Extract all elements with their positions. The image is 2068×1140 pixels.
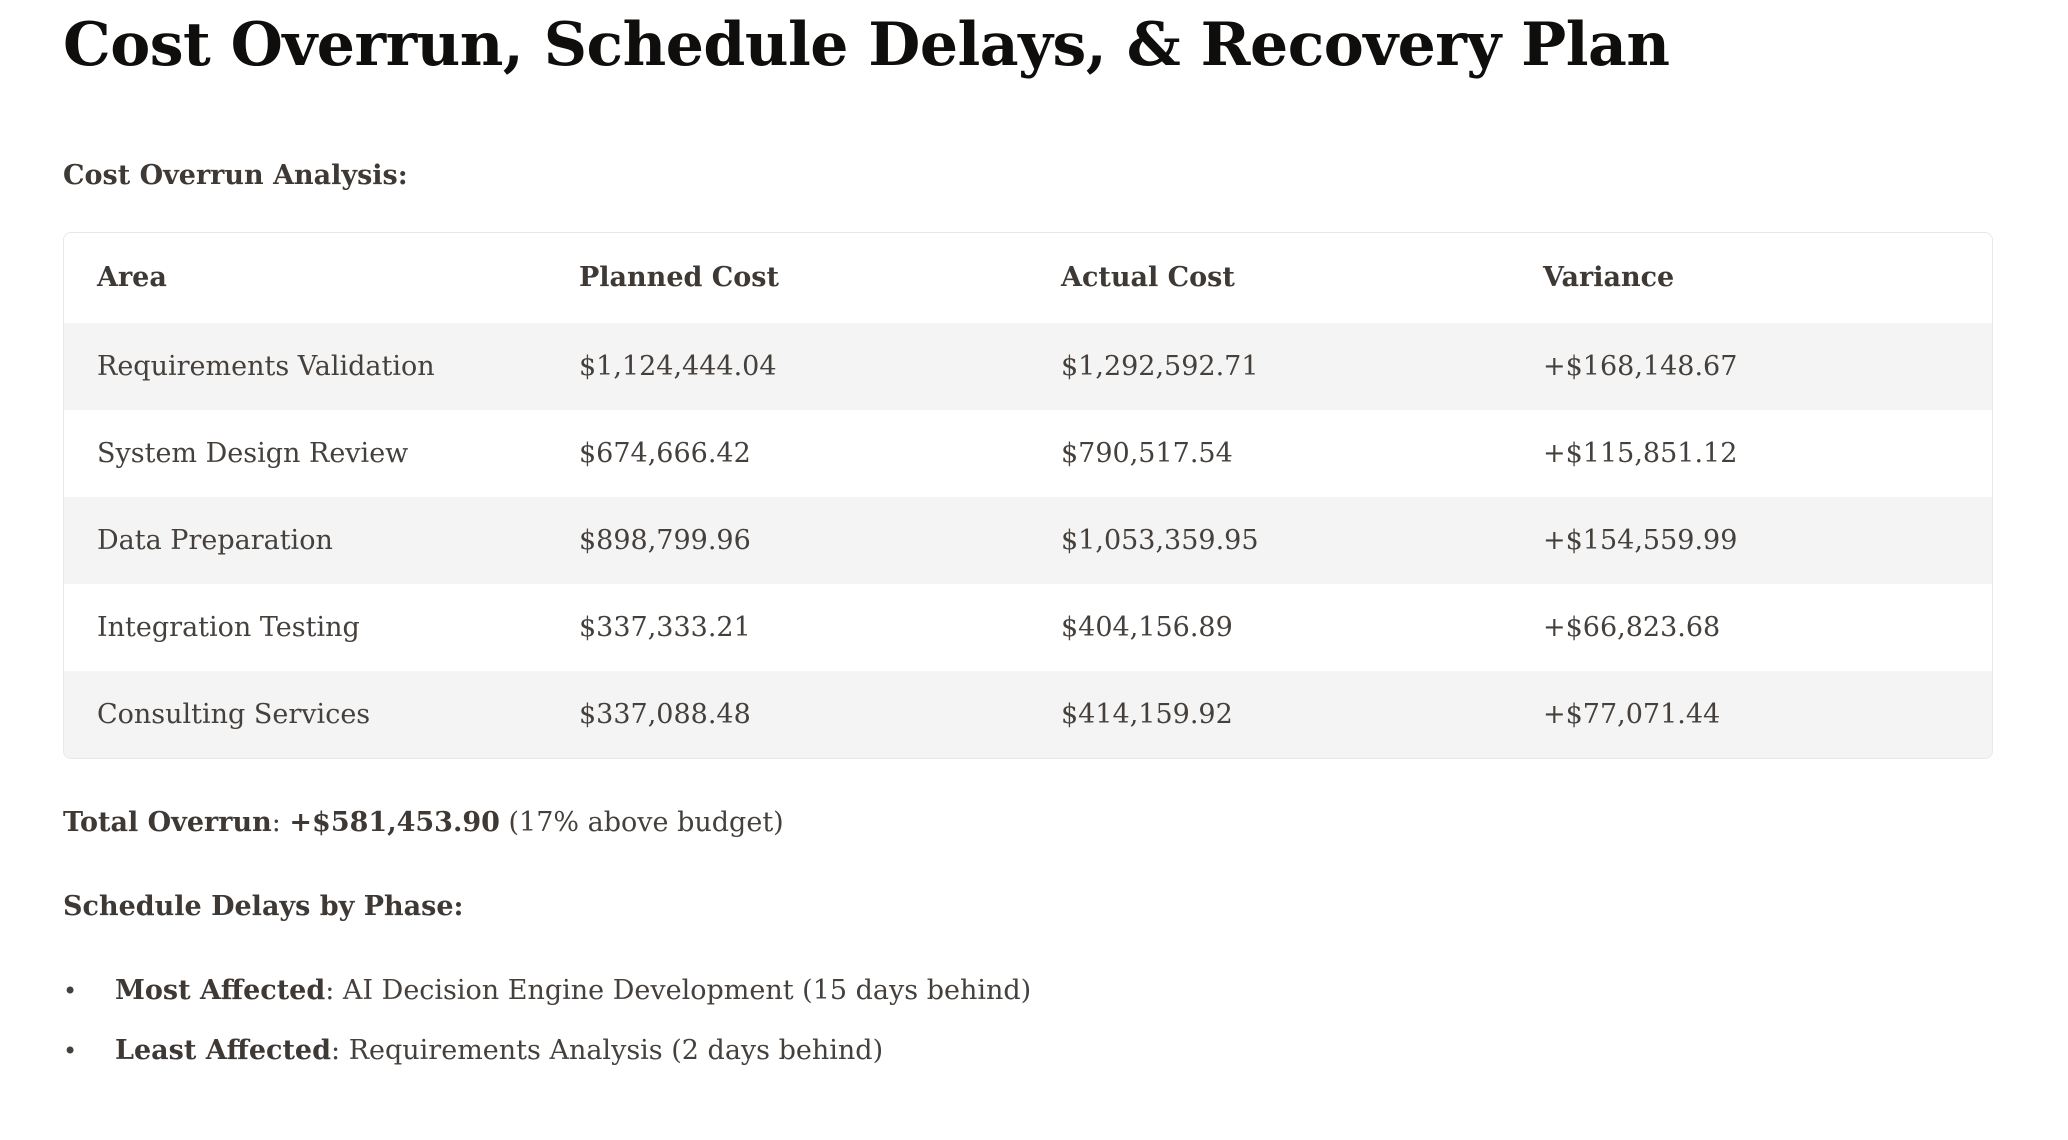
column-header-actual: Actual Cost: [1061, 262, 1235, 293]
cell-area: Requirements Validation: [97, 350, 435, 382]
total-overrun-amount: +$581,453.90: [289, 807, 500, 838]
cell-variance: +$66,823.68: [1543, 611, 1721, 643]
bullet-detail: AI Decision Engine Development (15 days …: [342, 975, 1032, 1006]
cell-actual: $404,156.89: [1061, 611, 1233, 643]
total-overrun-note: (17% above budget): [499, 807, 784, 838]
total-overrun-label: Total Overrun: [63, 807, 272, 838]
bullet-content: Least Affected: Requirements Analysis (2…: [115, 1033, 883, 1069]
table-row: Consulting Services $337,088.48 $414,159…: [64, 671, 1992, 758]
table-row: System Design Review $674,666.42 $790,51…: [64, 410, 1992, 497]
cell-area: Data Preparation: [97, 524, 333, 556]
bullet-icon: •: [63, 977, 78, 1005]
cell-area: Integration Testing: [97, 611, 360, 643]
table-row: Integration Testing $337,333.21 $404,156…: [64, 584, 1992, 671]
cell-planned: $674,666.42: [579, 437, 751, 469]
list-item: • Most Affected: AI Decision Engine Deve…: [63, 973, 1993, 1009]
cost-overrun-heading: Cost Overrun Analysis:: [63, 160, 408, 191]
cell-planned: $337,088.48: [579, 698, 751, 730]
table-row: Requirements Validation $1,124,444.04 $1…: [64, 323, 1992, 410]
cell-planned: $1,124,444.04: [579, 350, 777, 382]
schedule-delays-heading: Schedule Delays by Phase:: [63, 891, 464, 922]
document-page: Cost Overrun, Schedule Delays, & Recover…: [63, 10, 1993, 1069]
cell-area: System Design Review: [97, 437, 409, 469]
bullet-icon: •: [63, 1037, 78, 1065]
cell-actual: $790,517.54: [1061, 437, 1233, 469]
bullet-content: Most Affected: AI Decision Engine Develo…: [115, 973, 1031, 1009]
cell-area: Consulting Services: [97, 698, 371, 730]
page-title: Cost Overrun, Schedule Delays, & Recover…: [63, 10, 1670, 80]
schedule-delays-list: • Most Affected: AI Decision Engine Deve…: [63, 973, 1993, 1069]
total-overrun-separator: :: [271, 807, 290, 838]
cell-actual: $1,053,359.95: [1061, 524, 1259, 556]
cell-planned: $898,799.96: [579, 524, 751, 556]
cell-variance: +$168,148.67: [1543, 350, 1738, 382]
cell-variance: +$154,559.99: [1543, 524, 1738, 556]
cost-overrun-table: Area Planned Cost Actual Cost Variance R…: [63, 232, 1993, 759]
table-header-row: Area Planned Cost Actual Cost Variance: [64, 233, 1992, 323]
list-item: • Least Affected: Requirements Analysis …: [63, 1033, 1993, 1069]
cell-actual: $414,159.92: [1061, 698, 1233, 730]
table-row: Data Preparation $898,799.96 $1,053,359.…: [64, 497, 1992, 584]
cell-variance: +$115,851.12: [1543, 437, 1738, 469]
column-header-planned: Planned Cost: [579, 262, 779, 293]
bullet-label: Least Affected: [115, 1035, 331, 1066]
column-header-area: Area: [97, 262, 167, 293]
total-overrun-line: Total Overrun: +$581,453.90 (17% above b…: [63, 805, 1993, 841]
bullet-detail: Requirements Analysis (2 days behind): [348, 1035, 884, 1066]
bullet-separator: :: [331, 1035, 349, 1066]
cell-actual: $1,292,592.71: [1061, 350, 1259, 382]
column-header-variance: Variance: [1543, 262, 1675, 293]
bullet-separator: :: [325, 975, 343, 1006]
bullet-label: Most Affected: [115, 975, 326, 1006]
cell-planned: $337,333.21: [579, 611, 751, 643]
cell-variance: +$77,071.44: [1543, 698, 1721, 730]
